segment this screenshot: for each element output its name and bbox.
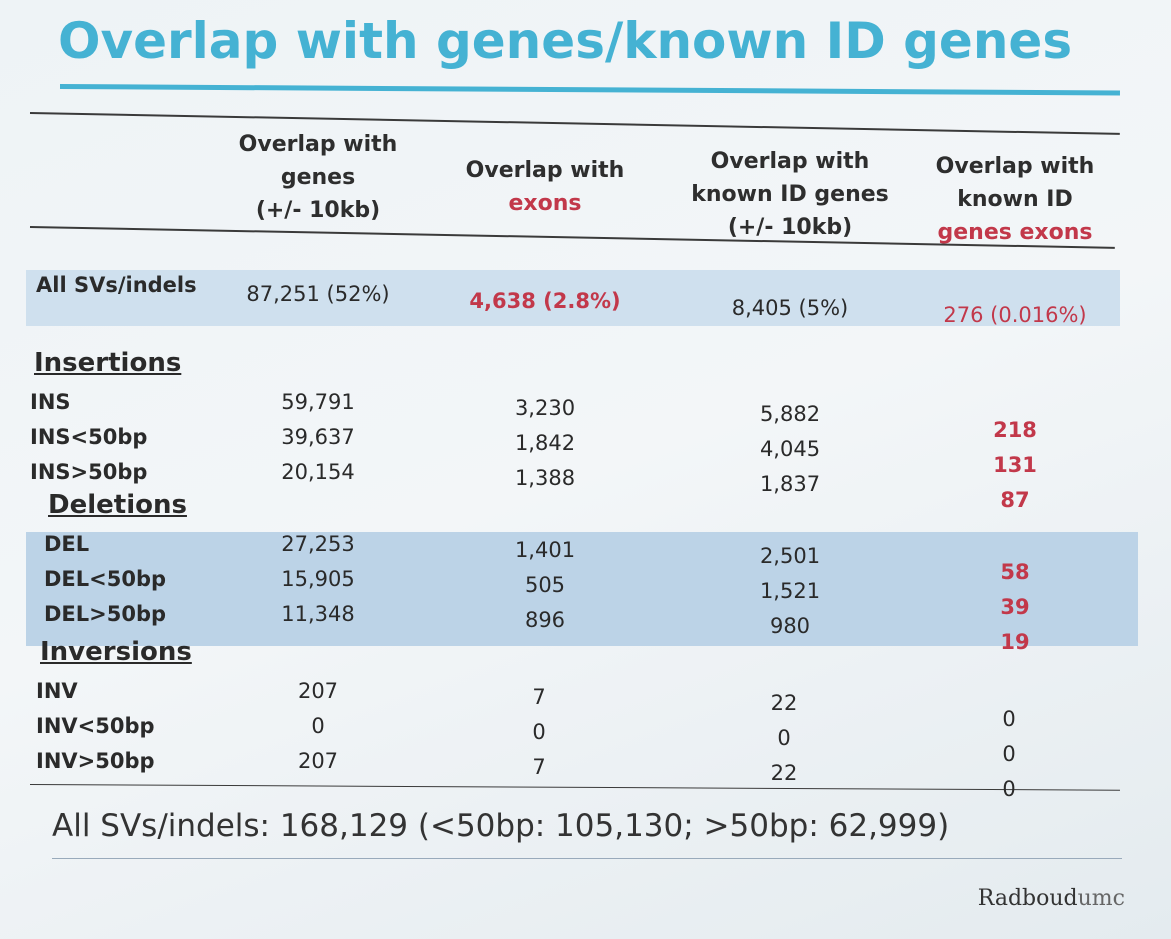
group-heading: Inversions <box>40 637 192 667</box>
title-underline <box>59 84 1120 96</box>
cell: 207 <box>297 679 339 703</box>
cell: 2,501 <box>759 544 821 568</box>
cell: 7 <box>532 685 546 709</box>
row-label: INV<50bp <box>36 714 155 738</box>
cell: 1,388 <box>514 466 576 490</box>
cell: 22 <box>770 761 798 785</box>
logo: Radboudumc <box>978 886 1125 911</box>
cell: 896 <box>524 608 566 632</box>
group-heading: Insertions <box>34 348 182 378</box>
row-label: DEL <box>44 532 90 556</box>
cell: 0 <box>311 714 325 738</box>
cell: 7 <box>532 755 546 779</box>
cell: 1,842 <box>514 431 576 455</box>
title: Overlap with genes/known ID genes <box>58 12 1073 70</box>
column-header: genes <box>280 165 356 190</box>
cell: 505 <box>524 573 566 597</box>
cell: 0 <box>1002 742 1016 766</box>
cell: 58 <box>1000 560 1030 584</box>
cell: 5,882 <box>759 402 821 426</box>
summary-cell: 276 (0.016%) <box>943 303 1087 327</box>
cell: 15,905 <box>281 567 355 591</box>
column-header: exons <box>508 191 582 216</box>
column-header: Overlap with <box>935 154 1095 179</box>
column-header: (+/- 10kb) <box>727 215 853 240</box>
cell: 1,401 <box>514 538 576 562</box>
row-label: INS <box>30 390 71 414</box>
row-label: INV <box>36 679 78 703</box>
row-label: DEL<50bp <box>44 567 167 591</box>
cell: 4,045 <box>759 437 821 461</box>
cell: 22 <box>770 691 798 715</box>
cell: 59,791 <box>281 390 355 414</box>
cell: 11,348 <box>281 602 355 626</box>
cell: 0 <box>777 726 791 750</box>
logo-main: Radboud <box>977 886 1078 911</box>
summary-cell: 8,405 (5%) <box>731 296 849 320</box>
row-label: All SVs/indels <box>36 273 197 297</box>
cell: 87 <box>1000 488 1030 512</box>
cell: 0 <box>1002 777 1016 801</box>
cell: 1,837 <box>759 472 821 496</box>
cell: 20,154 <box>281 460 355 484</box>
group-heading: Deletions <box>48 490 187 520</box>
logo-suffix: umc <box>1077 886 1125 911</box>
cell: 39,637 <box>281 425 355 449</box>
cell: 19 <box>1000 630 1030 654</box>
row-label: INV>50bp <box>36 749 155 773</box>
row-label: INS<50bp <box>30 425 148 449</box>
column-header: genes exons <box>937 220 1093 245</box>
column-header: Overlap with <box>238 132 398 157</box>
deletions-band <box>26 532 1138 646</box>
rule <box>29 112 1120 135</box>
summary-cell: 87,251 (52%) <box>246 282 390 306</box>
column-header: known ID <box>957 187 1073 212</box>
cell: 1,521 <box>759 579 821 603</box>
rule <box>52 858 1122 859</box>
cell: 3,230 <box>514 396 576 420</box>
column-header: known ID genes <box>691 182 889 207</box>
column-header: (+/- 10kb) <box>255 198 381 223</box>
cell: 131 <box>993 453 1037 477</box>
rule <box>29 784 1120 791</box>
footer: All SVs/indels: 168,129 (<50bp: 105,130;… <box>52 808 950 844</box>
summary-cell: 4,638 (2.8%) <box>469 289 621 313</box>
summary-band <box>26 270 1120 326</box>
cell: 39 <box>1000 595 1030 619</box>
cell: 218 <box>993 418 1037 442</box>
row-label: DEL>50bp <box>44 602 167 626</box>
cell: 27,253 <box>281 532 355 556</box>
cell: 0 <box>1002 707 1016 731</box>
column-header: Overlap with <box>465 158 625 183</box>
cell: 207 <box>297 749 339 773</box>
column-header: Overlap with <box>710 149 870 174</box>
row-label: INS>50bp <box>30 460 148 484</box>
cell: 0 <box>532 720 546 744</box>
cell: 980 <box>769 614 811 638</box>
